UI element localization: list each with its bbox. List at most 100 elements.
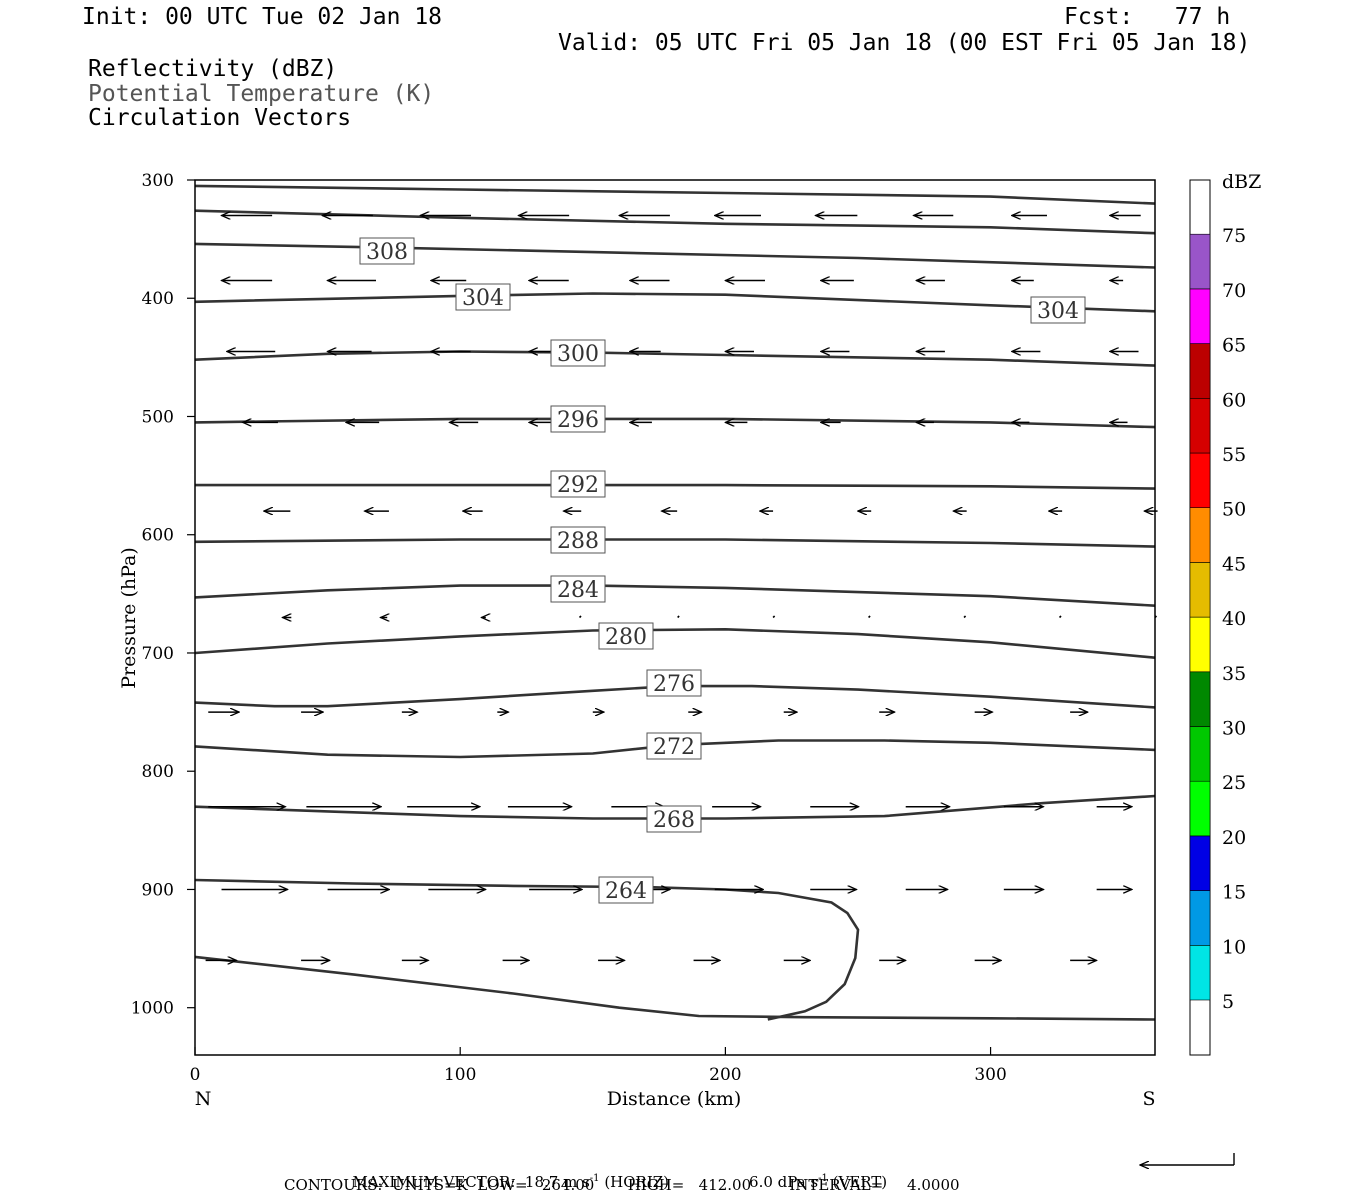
footer-max-vector: MAXIMUM VECTOR: 18.7 m s-1 (HORIZ) 6.0 dP… [352,1173,888,1191]
field-circulation-vectors: Circulation Vectors [88,105,352,131]
contour-label-box [598,622,654,650]
forecast-hour: Fcst: 77 h [1064,4,1231,30]
colorbar-level-label: 65 [1222,335,1246,357]
x-tick-label: 100 [444,1065,476,1085]
isentrope-layer [194,184,1156,1021]
colorbar-level-label: 5 [1222,991,1234,1013]
contour-label: 268 [653,808,695,833]
colorbar-swatch [1189,835,1211,891]
valid-time: Valid: 05 UTC Fri 05 Jan 18 (00 EST Fri … [558,30,1251,56]
plot-frame [194,179,1156,1056]
x-tick-label: 0 [190,1065,201,1085]
colorbar-level-label: 70 [1222,280,1246,302]
y-tick-label: 700 [142,644,174,664]
isentrope-line [194,417,1156,429]
isentrope-line [194,627,1156,659]
isentrope-line [195,483,1156,490]
colorbar-swatch [1189,288,1211,344]
isentrope-line [194,292,1156,313]
isentrope-line [194,184,1156,205]
x-tick-label: 200 [709,1065,741,1085]
isentrope-line [194,584,1156,607]
colorbar-level-label: 15 [1222,882,1246,904]
max-vector-vert-value: 6.0 dPa s [749,1173,819,1191]
contour-label: 276 [653,672,695,697]
circulation-vector [578,615,582,619]
contour-label: 280 [605,625,647,650]
max-vector-horiz: (HORIZ) [604,1173,670,1191]
contour-label-box [550,339,606,367]
contour-label: 300 [557,342,599,367]
contour-label: 288 [557,529,599,554]
colorbar-swatch [1189,562,1211,618]
x-tick-label: 300 [974,1065,1006,1085]
y-tick-label: 300 [142,171,174,191]
vector-layer [205,215,1158,960]
isentrope-line [194,878,860,1021]
end-label-north: N [195,1088,212,1110]
contour-label-box [646,732,702,760]
contour-label: 304 [1037,299,1079,324]
init-time: Init: 00 UTC Tue 02 Jan 18 [82,4,443,30]
x-axis-label: Distance (km) [607,1088,742,1110]
axes-layer: 300 400 500 600 700 800 900 1000 0 100 200 300 [131,171,1007,1085]
colorbar-swatch [1189,452,1211,509]
contour-label: 284 [557,578,599,603]
y-tick-label: 500 [142,407,174,427]
colorbar-level-label: 55 [1222,444,1246,466]
max-vector-text: MAXIMUM VECTOR: 18.7 m s [352,1173,590,1191]
contour-label-box [598,876,654,904]
contour-label: 264 [605,879,647,904]
colorbar-level-label: 25 [1222,772,1246,794]
isentrope-line [194,242,1156,269]
colorbar-level-label: 30 [1222,718,1246,740]
colorbar-swatch [1189,944,1211,1001]
colorbar-level-label: 20 [1222,827,1246,849]
y-tick-label: 800 [142,762,174,782]
isentrope-line [194,350,1156,367]
contour-label: 296 [557,408,599,433]
colorbar-level-label: 35 [1222,663,1246,685]
contour-label-box [359,237,415,265]
contour-label-box [646,805,702,833]
contour-label-box [455,283,511,311]
colorbar-level-label: 60 [1222,389,1246,411]
isentrope-line [194,955,1156,1021]
colorbar: 5 10 15 20 25 30 35 40 45 50 55 60 65 70 75 dBZ [1189,171,1261,1056]
y-tick-label: 900 [142,880,174,900]
colorbar-swatch [1189,890,1211,946]
field-potential-temperature: Potential Temperature (K) [88,81,435,107]
colorbar-swatch [1189,726,1211,782]
circulation-vector [1058,615,1062,619]
contour-label: 292 [557,473,599,498]
circulation-vector [772,615,776,619]
colorbar-level-label: 40 [1222,608,1246,630]
colorbar-swatch [1189,233,1211,290]
max-vector-vert: (VERT) [832,1173,888,1191]
reference-vector [1140,1153,1235,1165]
colorbar-unit: dBZ [1222,171,1261,193]
contour-label-box [550,526,606,554]
contour-label-box [646,669,702,697]
isentrope-line [194,538,1156,548]
y-tick-label: 600 [142,526,174,546]
colorbar-level-label: 45 [1222,553,1246,575]
circulation-vector [677,615,680,619]
colorbar-swatch [1189,780,1211,837]
contour-label-box [550,575,606,603]
colorbar-level-label: 10 [1222,936,1246,958]
colorbar-swatch [1189,397,1211,454]
end-label-south: S [1142,1088,1155,1110]
contour-label-box [1030,296,1086,324]
contour-label: 272 [653,735,695,760]
contour-label-box [550,470,606,498]
y-axis-label: Pressure (hPa) [118,547,140,689]
colorbar-level-label: 50 [1222,499,1246,521]
footer-contours: CONTOURS: UNITS=K LOW= 264.00 HIGH= 412.… [284,1176,960,1194]
contour-label: 308 [366,240,408,265]
field-reflectivity: Reflectivity (dBZ) [88,56,338,82]
circulation-vector [868,615,871,619]
isentrope-line [194,209,1156,235]
